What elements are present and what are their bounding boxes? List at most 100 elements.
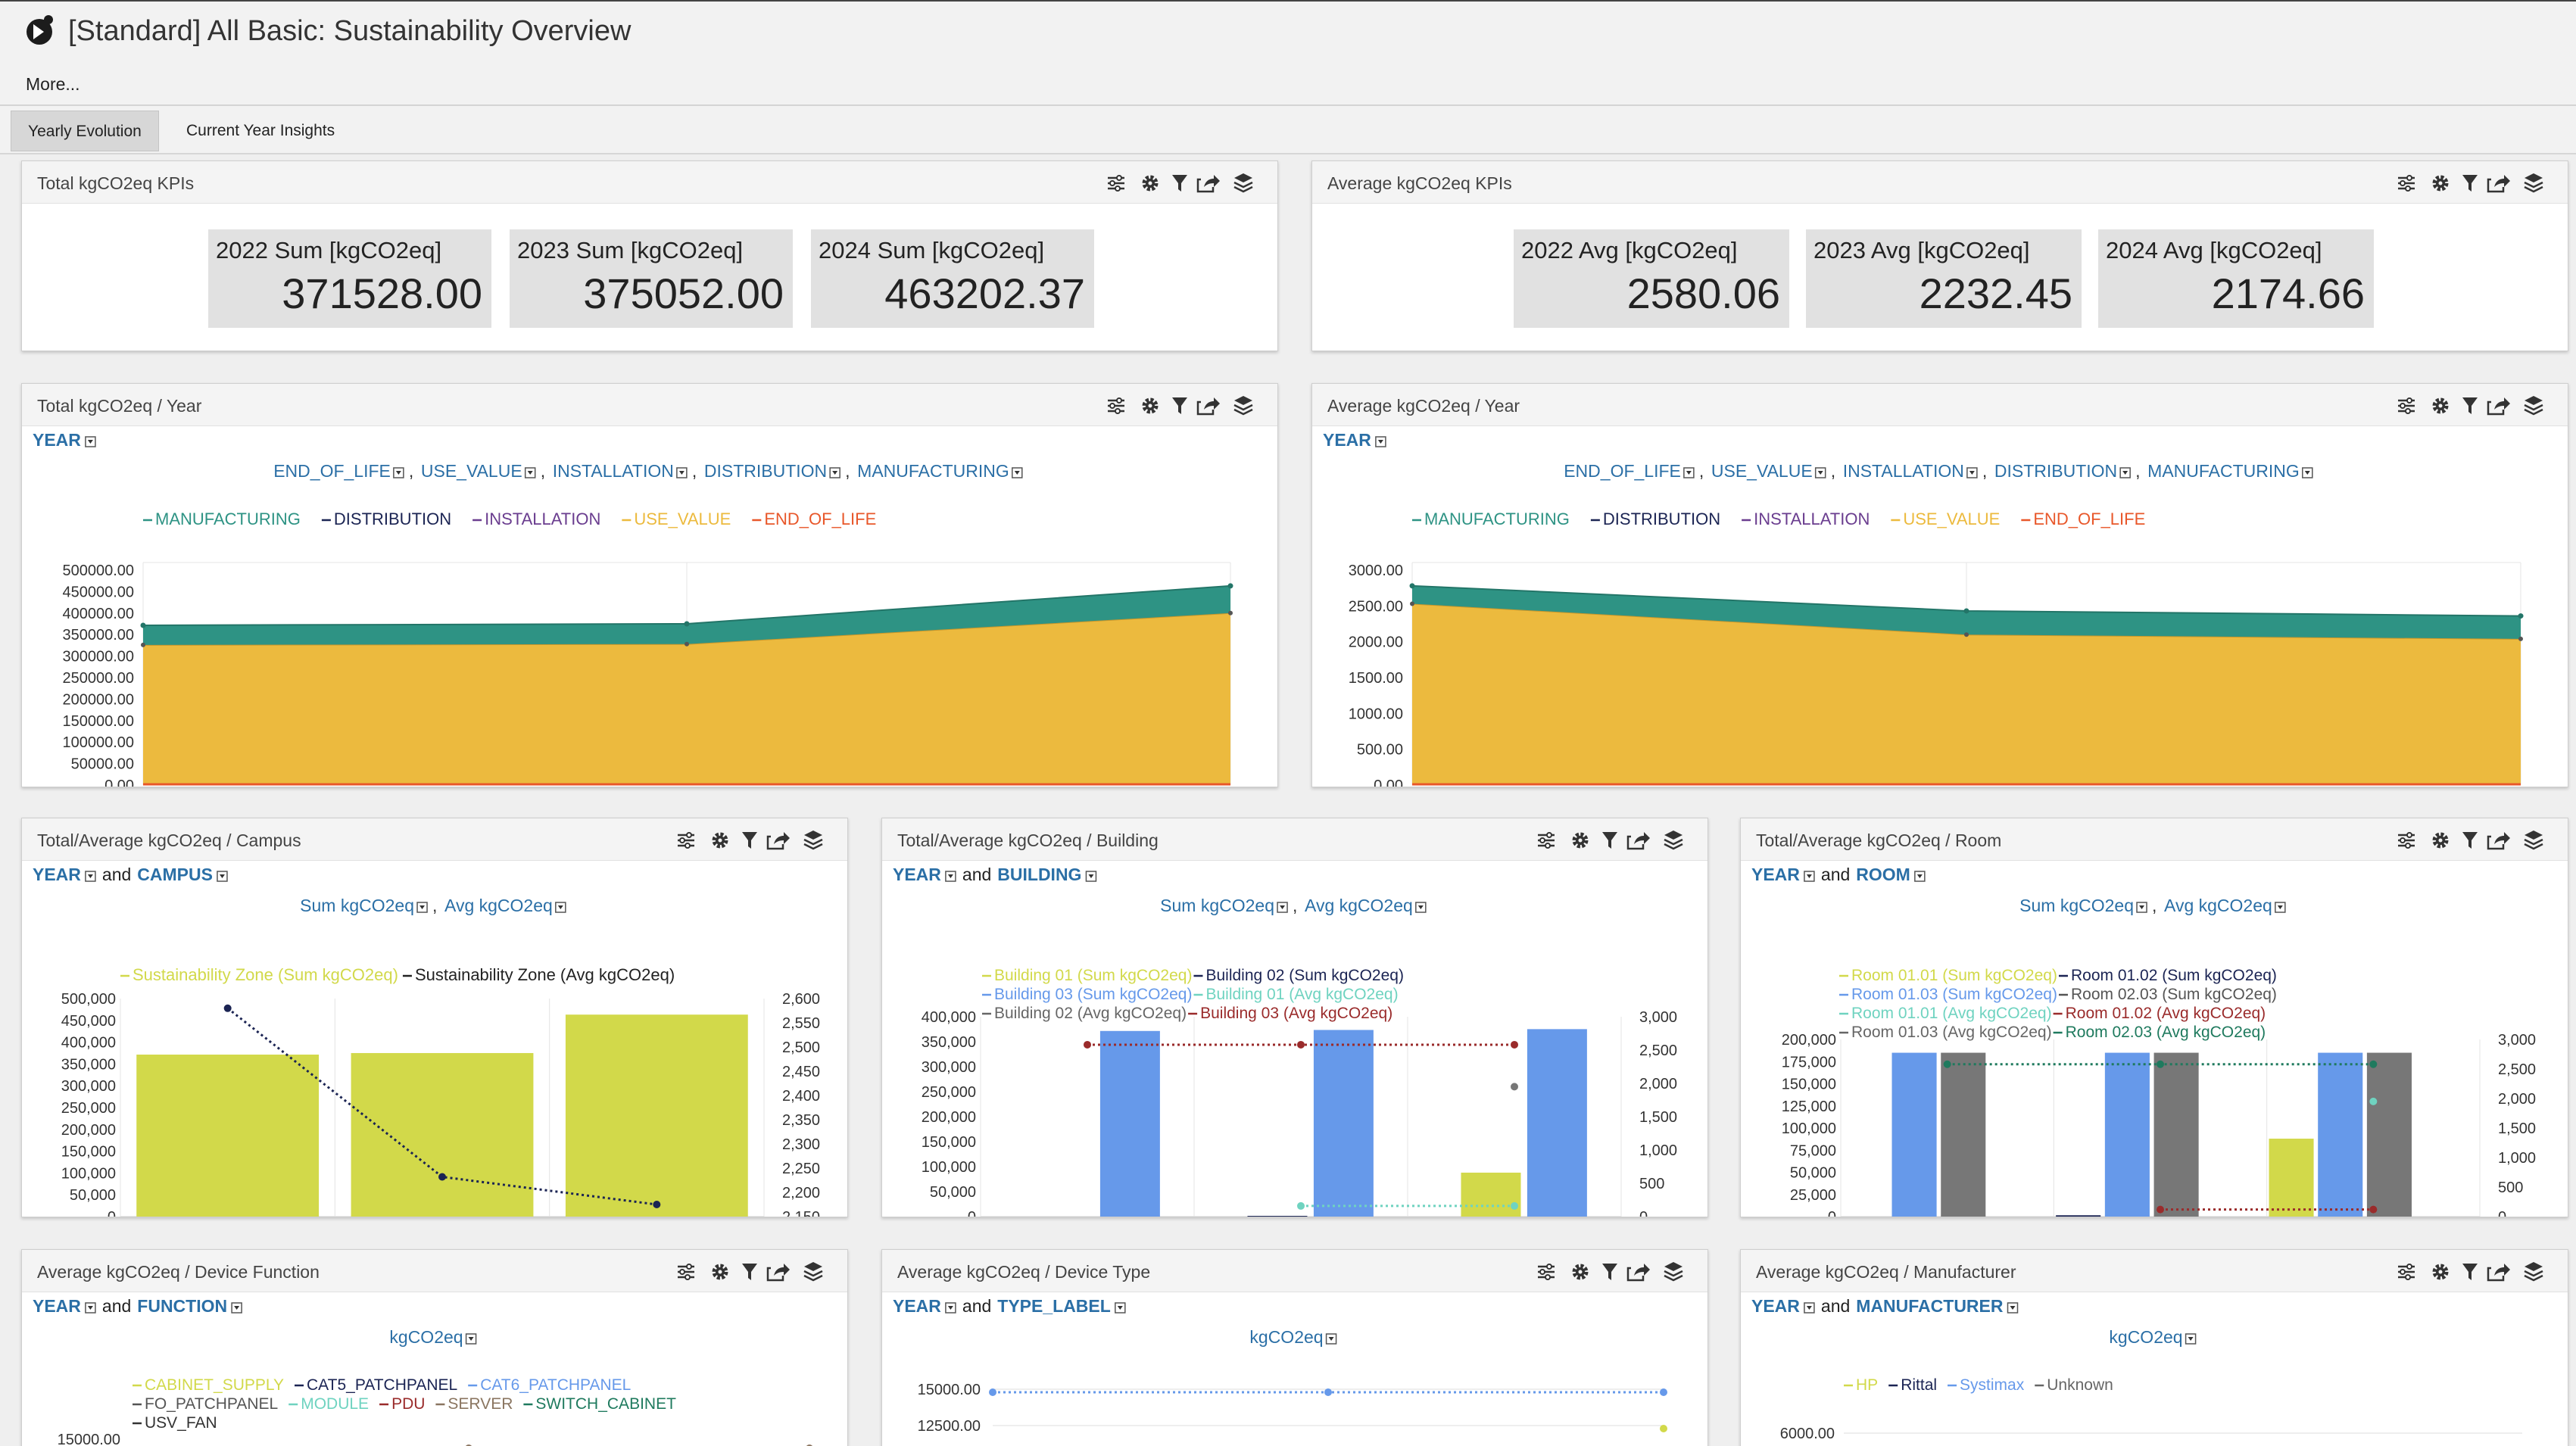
measure-expand-icon[interactable] xyxy=(1966,467,1978,478)
layers-icon[interactable] xyxy=(2524,396,2543,416)
legend-item[interactable]: DISTRIBUTION xyxy=(321,510,451,528)
data-point[interactable] xyxy=(2518,636,2523,641)
bar[interactable] xyxy=(565,1014,748,1217)
gear-icon[interactable] xyxy=(1572,1264,1589,1280)
legend-item[interactable]: Rittal xyxy=(1888,1376,1937,1394)
data-point[interactable] xyxy=(438,1173,446,1181)
dimension-expand-icon[interactable] xyxy=(1085,871,1097,882)
legend-item[interactable]: Building 03 (Sum kgCO2eq) xyxy=(982,986,1192,1003)
legend-item[interactable]: HP xyxy=(1844,1376,1878,1394)
data-point[interactable] xyxy=(223,1004,232,1012)
layers-icon[interactable] xyxy=(1664,831,1683,850)
legend-item[interactable]: SERVER xyxy=(435,1395,513,1413)
legend-item[interactable]: FO_PATCHPANEL xyxy=(133,1395,278,1413)
bar[interactable] xyxy=(351,1052,534,1217)
gear-icon[interactable] xyxy=(1142,397,1159,414)
legend-item[interactable]: Room 01.03 (Avg kgCO2eq) xyxy=(1839,1024,2052,1041)
bar[interactable] xyxy=(2269,1139,2314,1217)
legend-item[interactable]: USV_FAN xyxy=(133,1414,217,1432)
data-point[interactable] xyxy=(2157,1060,2164,1068)
data-point[interactable] xyxy=(2369,1205,2378,1214)
measure-link[interactable]: END_OF_LIFE xyxy=(1564,461,1681,481)
share-icon[interactable] xyxy=(2487,175,2510,193)
dimension-expand-icon[interactable] xyxy=(1804,1302,1815,1314)
measure-link[interactable]: Avg kgCO2eq xyxy=(2164,896,2272,915)
data-point[interactable] xyxy=(1963,608,1969,614)
legend-item[interactable]: Room 01.01 (Sum kgCO2eq) xyxy=(1839,967,2057,984)
measure-expand-icon[interactable] xyxy=(524,467,536,478)
measure-expand-icon[interactable] xyxy=(1814,467,1826,478)
measure-link[interactable]: USE_VALUE xyxy=(1711,461,1813,481)
data-point[interactable] xyxy=(1660,1388,1667,1396)
tab-yearly-evolution[interactable]: Yearly Evolution xyxy=(11,111,159,151)
legend-item[interactable]: Sustainability Zone (Avg kgCO2eq) xyxy=(402,965,675,984)
measure-expand-icon[interactable] xyxy=(2275,902,2286,913)
adjust-sliders-icon[interactable] xyxy=(2398,175,2415,192)
dimension-expand-icon[interactable] xyxy=(85,436,96,447)
legend-item[interactable]: Room 01.01 (Avg kgCO2eq) xyxy=(1839,1005,2052,1022)
measure-link[interactable]: Avg kgCO2eq xyxy=(444,896,553,915)
legend-item[interactable]: CAT5_PATCHPANEL xyxy=(295,1376,457,1394)
more-menu-link[interactable]: More... xyxy=(26,74,80,94)
bar[interactable] xyxy=(1461,1172,1521,1217)
measure-link[interactable]: kgCO2eq xyxy=(2109,1327,2182,1347)
measure-link[interactable]: Sum kgCO2eq xyxy=(300,896,414,915)
legend-item[interactable]: MODULE xyxy=(288,1395,369,1413)
measure-expand-icon[interactable] xyxy=(2136,902,2147,913)
gear-icon[interactable] xyxy=(1572,832,1589,849)
measure-link[interactable]: INSTALLATION xyxy=(553,461,674,481)
layers-icon[interactable] xyxy=(1233,173,1253,193)
adjust-sliders-icon[interactable] xyxy=(2398,1264,2415,1280)
legend-item[interactable]: USE_VALUE xyxy=(622,510,731,528)
legend-item[interactable]: END_OF_LIFE xyxy=(752,510,876,528)
data-point[interactable] xyxy=(1511,1201,1518,1210)
dimension-expand-icon[interactable] xyxy=(1375,436,1386,447)
measure-link[interactable]: kgCO2eq xyxy=(389,1327,463,1347)
measure-link[interactable]: Sum kgCO2eq xyxy=(1160,896,1274,915)
layers-icon[interactable] xyxy=(803,831,823,850)
filter-icon[interactable] xyxy=(1602,1264,1617,1280)
data-point[interactable] xyxy=(1409,583,1415,589)
legend-item[interactable]: Sustainability Zone (Sum kgCO2eq) xyxy=(120,965,398,984)
filter-icon[interactable] xyxy=(2462,832,2478,849)
measure-link[interactable]: MANUFACTURING xyxy=(2147,461,2300,481)
gear-icon[interactable] xyxy=(2432,1264,2449,1280)
data-point[interactable] xyxy=(1964,632,1969,637)
legend-item[interactable]: USE_VALUE xyxy=(1891,510,2000,528)
layers-icon[interactable] xyxy=(803,1262,823,1282)
adjust-sliders-icon[interactable] xyxy=(2398,397,2415,414)
bar[interactable] xyxy=(1313,1030,1374,1217)
dimension-expand-icon[interactable] xyxy=(1115,1302,1126,1314)
legend-item[interactable]: CABINET_SUPPLY xyxy=(133,1376,284,1394)
measure-expand-icon[interactable] xyxy=(2119,467,2131,478)
share-icon[interactable] xyxy=(1626,1264,1650,1282)
layers-icon[interactable] xyxy=(2524,173,2543,193)
measure-link[interactable]: kgCO2eq xyxy=(1249,1327,1323,1347)
share-icon[interactable] xyxy=(1196,175,1220,193)
measure-expand-icon[interactable] xyxy=(829,467,840,478)
data-point[interactable] xyxy=(140,622,146,628)
legend-item[interactable]: Building 01 (Sum kgCO2eq) xyxy=(982,967,1192,984)
share-icon[interactable] xyxy=(766,832,790,850)
adjust-sliders-icon[interactable] xyxy=(1108,397,1124,414)
data-point[interactable] xyxy=(2369,1060,2378,1068)
bar[interactable] xyxy=(2318,1052,2363,1217)
legend-item[interactable]: Unknown xyxy=(2035,1376,2113,1394)
measure-link[interactable]: DISTRIBUTION xyxy=(1994,461,2117,481)
legend-item[interactable]: Room 02.03 (Sum kgCO2eq) xyxy=(2058,986,2277,1003)
filter-icon[interactable] xyxy=(1172,175,1187,192)
measure-expand-icon[interactable] xyxy=(2302,467,2313,478)
legend-item[interactable]: Room 01.03 (Sum kgCO2eq) xyxy=(1839,986,2057,1003)
measure-link[interactable]: DISTRIBUTION xyxy=(704,461,827,481)
measure-link[interactable]: Avg kgCO2eq xyxy=(1305,896,1413,915)
share-icon[interactable] xyxy=(2487,1264,2510,1282)
dimension-expand-icon[interactable] xyxy=(1804,871,1815,882)
legend-item[interactable]: SWITCH_CABINET xyxy=(523,1395,676,1413)
layers-icon[interactable] xyxy=(2524,831,2543,850)
share-icon[interactable] xyxy=(1626,832,1650,850)
adjust-sliders-icon[interactable] xyxy=(1108,175,1124,192)
filter-icon[interactable] xyxy=(1172,397,1187,414)
legend-item[interactable]: Systimax xyxy=(1948,1376,2025,1394)
measure-expand-icon[interactable] xyxy=(676,467,688,478)
bar[interactable] xyxy=(136,1054,320,1217)
